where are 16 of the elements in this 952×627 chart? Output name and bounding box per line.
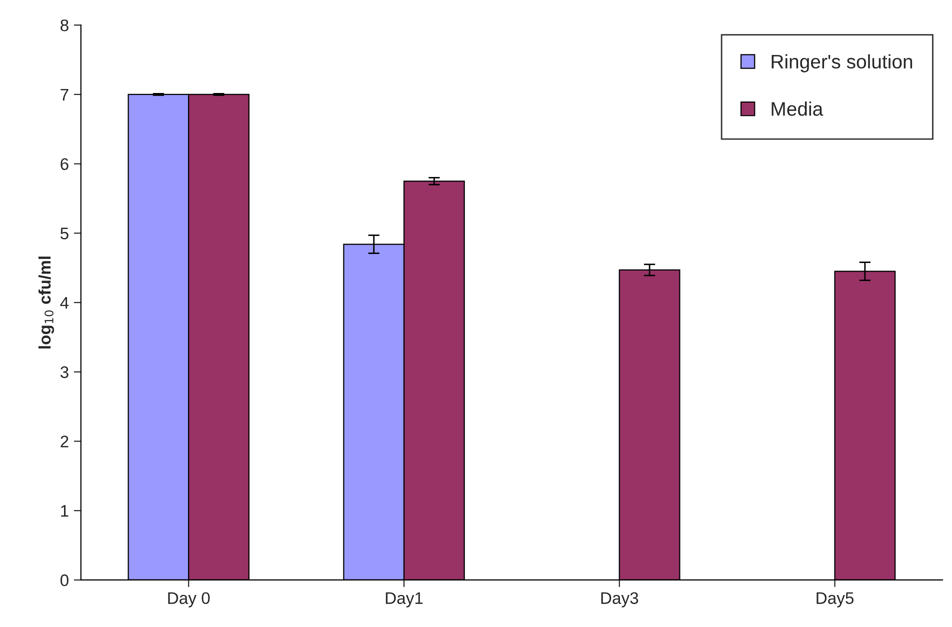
y-tick-label: 0 xyxy=(60,574,68,586)
x-tick-label: Day5 xyxy=(816,592,854,608)
y-tick-label: 8 xyxy=(60,19,68,32)
y-tick-label: 3 xyxy=(60,366,68,378)
x-tick-label: Day1 xyxy=(386,592,423,608)
y-tick-label: 5 xyxy=(60,228,68,240)
y-tick-label: 7 xyxy=(60,89,68,100)
x-tick-label: Day 0 xyxy=(168,592,210,608)
y-tick-label: 6 xyxy=(60,158,68,170)
x-tick-label: Day3 xyxy=(601,592,638,608)
legend-label: Ringer's solution xyxy=(772,54,912,72)
y-tick-label: 1 xyxy=(61,505,68,517)
y-axis-title: log$_{10}$ cfu/ml xyxy=(38,256,54,348)
y-tick-label: 4 xyxy=(60,297,69,309)
legend-label: Media xyxy=(772,102,824,116)
y-tick-label: 2 xyxy=(60,436,68,448)
